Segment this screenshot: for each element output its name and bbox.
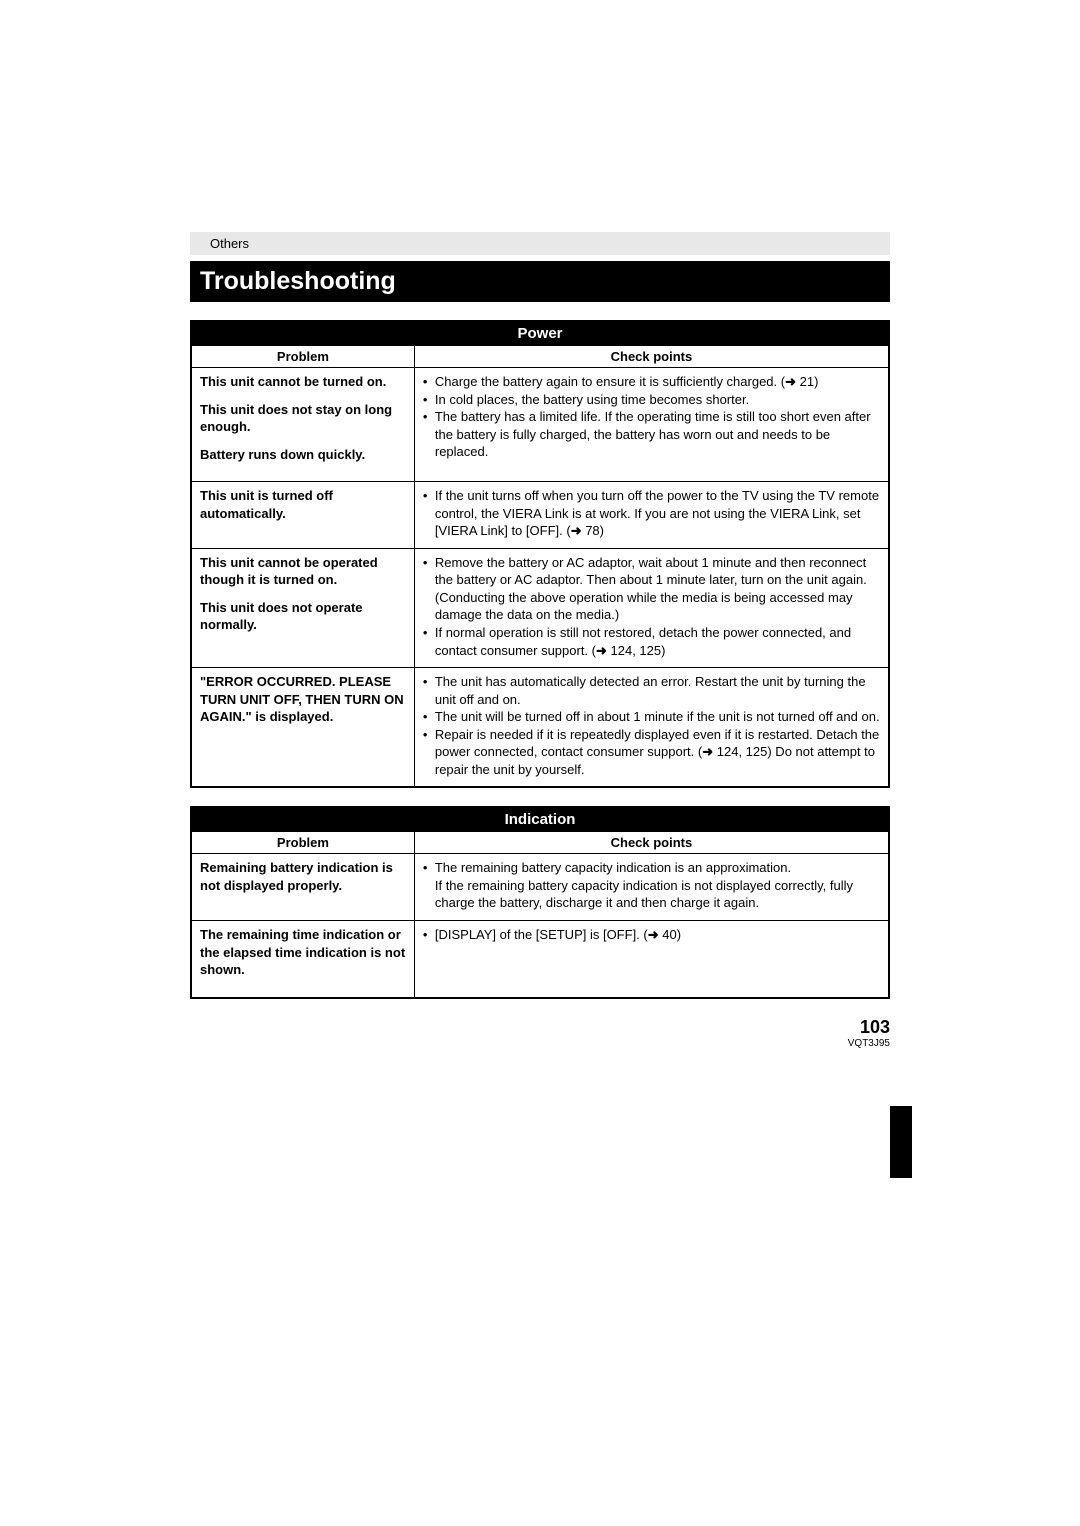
check-text: The remaining battery capacity indicatio… [435,860,853,910]
check-text: The battery has a limited life. If the o… [435,409,871,459]
indication-table-title: Indication [191,807,889,832]
problem-text: This unit cannot be turned on. [200,373,406,391]
check-point: The unit will be turned off in about 1 m… [423,708,880,726]
table-row-problem: Remaining battery indication is not disp… [191,854,414,921]
page-title: Troubleshooting [200,267,396,295]
doc-code: VQT3J95 [190,1038,890,1049]
table-row-check: Charge the battery again to ensure it is… [414,368,889,482]
check-text: The unit will be turned off in about 1 m… [435,709,880,724]
page-title-bar: Troubleshooting [190,261,890,302]
table-row-check: Remove the battery or AC adaptor, wait a… [414,548,889,667]
check-text-post: ) [600,523,604,538]
table-row-problem: This unit cannot be operated though it i… [191,548,414,667]
col-head-check: Check points [414,346,889,368]
section-label-text: Others [210,236,249,251]
check-text-post: ) [677,927,681,942]
col-head-problem: Problem [191,832,414,854]
col-head-problem: Problem [191,346,414,368]
check-point: The unit has automatically detected an e… [423,673,880,708]
check-text: [DISPLAY] of the [SETUP] is [OFF]. ( [435,927,648,942]
problem-text: "ERROR OCCURRED. PLEASE TURN UNIT OFF, T… [200,673,406,726]
indication-table: Indication Problem Check points Remainin… [190,806,890,998]
problem-text: Battery runs down quickly. [200,446,406,464]
indication-rows: Remaining battery indication is not disp… [191,854,889,998]
power-rows: This unit cannot be turned on. This unit … [191,368,889,788]
check-text: Charge the battery again to ensure it is… [435,374,785,389]
table-row-problem: "ERROR OCCURRED. PLEASE TURN UNIT OFF, T… [191,668,414,788]
arrow-icon: ➜ [702,744,717,759]
check-text: In cold places, the battery using time b… [435,392,749,407]
check-point: Charge the battery again to ensure it is… [423,373,880,391]
check-point: If the unit turns off when you turn off … [423,487,880,540]
check-point: If normal operation is still not restore… [423,624,880,659]
check-text-post: ) [661,643,665,658]
problem-text: This unit does not operate normally. [200,599,406,634]
check-text: If the unit turns off when you turn off … [435,488,879,538]
check-point: In cold places, the battery using time b… [423,391,880,409]
table-row-check: The unit has automatically detected an e… [414,668,889,788]
page-ref: 124, 125 [717,744,768,759]
side-tab [890,1106,912,1178]
page-ref: 40 [662,927,676,942]
problem-text: This unit is turned off automatically. [200,487,406,522]
table-row-problem: The remaining time indication or the ela… [191,921,414,998]
page-ref: 21 [800,374,814,389]
check-text-post: ) [814,374,818,389]
check-text: Remove the battery or AC adaptor, wait a… [435,555,867,623]
check-point: The remaining battery capacity indicatio… [423,859,880,912]
problem-text: Remaining battery indication is not disp… [200,859,406,894]
table-row-check: The remaining battery capacity indicatio… [414,854,889,921]
problem-text: The remaining time indication or the ela… [200,926,406,979]
manual-page: Others Troubleshooting Power Problem Che… [0,0,1080,1049]
arrow-icon: ➜ [596,643,611,658]
check-point: The battery has a limited life. If the o… [423,408,880,461]
power-table: Power Problem Check points This unit can… [190,320,890,788]
problem-text: This unit cannot be operated though it i… [200,554,406,589]
page-ref: 78 [585,523,599,538]
table-row-check: [DISPLAY] of the [SETUP] is [OFF]. (➜ 40… [414,921,889,998]
section-label: Others [190,232,890,255]
col-head-check: Check points [414,832,889,854]
check-point: Remove the battery or AC adaptor, wait a… [423,554,880,624]
table-row-check: If the unit turns off when you turn off … [414,482,889,549]
check-point: [DISPLAY] of the [SETUP] is [OFF]. (➜ 40… [423,926,880,944]
table-row-problem: This unit cannot be turned on. This unit … [191,368,414,482]
arrow-icon: ➜ [785,374,800,389]
check-point: Repair is needed if it is repeatedly dis… [423,726,880,779]
arrow-icon: ➜ [571,523,586,538]
power-table-title: Power [191,321,889,346]
problem-text: This unit does not stay on long enough. [200,401,406,436]
arrow-icon: ➜ [648,927,663,942]
page-number: 103 [190,1017,890,1038]
table-row-problem: This unit is turned off automatically. [191,482,414,549]
page-ref: 124, 125 [611,643,662,658]
check-text: The unit has automatically detected an e… [435,674,866,707]
page-footer: 103 VQT3J95 [190,1017,890,1049]
